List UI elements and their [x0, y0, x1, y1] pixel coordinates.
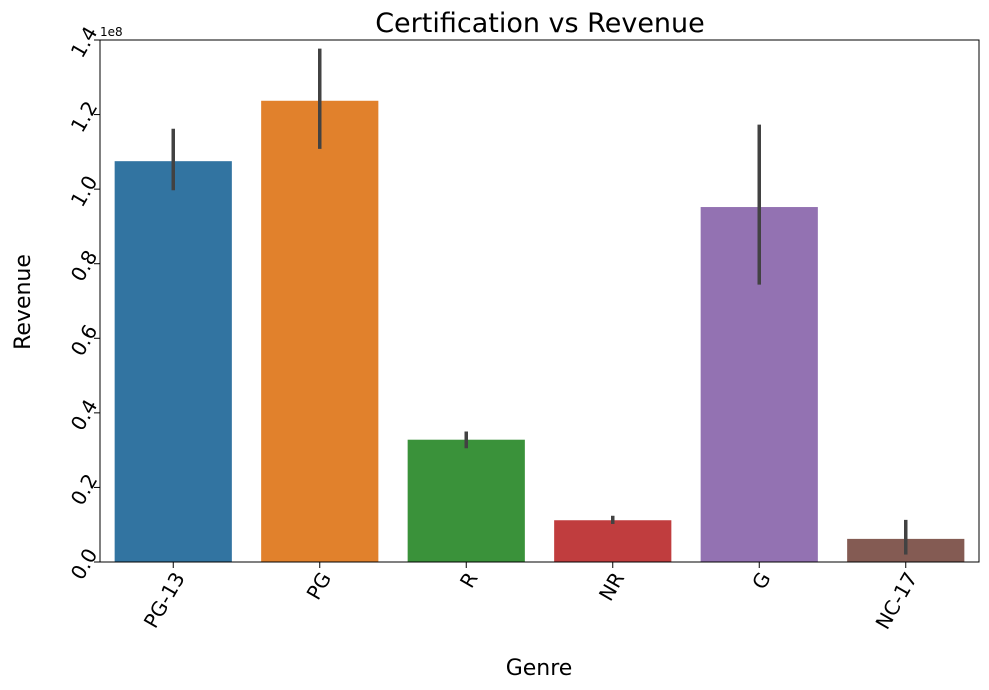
chart-title: Certification vs Revenue	[375, 8, 705, 39]
axes-frame	[99, 39, 980, 563]
x-tick-label: R	[455, 568, 483, 592]
y-axis-offset-label: 1e8	[100, 25, 123, 39]
y-tick-label: 1.4	[66, 22, 103, 62]
y-tick-label: 0.6	[66, 321, 103, 361]
x-axis-label: Genre	[506, 656, 573, 681]
y-axis-label: Revenue	[11, 254, 36, 350]
x-tick-label: G	[747, 568, 776, 593]
bar-r	[407, 439, 525, 562]
y-tick-label: 1.2	[66, 97, 103, 137]
bar-nr	[554, 520, 672, 562]
x-tick-label: PG-13	[139, 568, 190, 632]
y-tick-label: 0.0	[66, 544, 103, 584]
y-tick-label: 1.0	[66, 171, 103, 211]
x-tick-label: PG	[302, 568, 337, 604]
bar-pg	[261, 100, 379, 563]
y-tick-label: 0.8	[66, 246, 103, 286]
y-tick-label: 0.2	[66, 470, 103, 510]
y-tick-label: 0.4	[66, 395, 103, 435]
x-tick-label: NC-17	[871, 568, 923, 633]
plot-area: PG-13 PG R NR G NC-17 0.0 0.2 0.4 0.6 0.8 1.0 1.2 1.4	[66, 22, 980, 633]
x-tick-label: NR	[594, 568, 629, 605]
bar-pg-13	[114, 161, 232, 562]
